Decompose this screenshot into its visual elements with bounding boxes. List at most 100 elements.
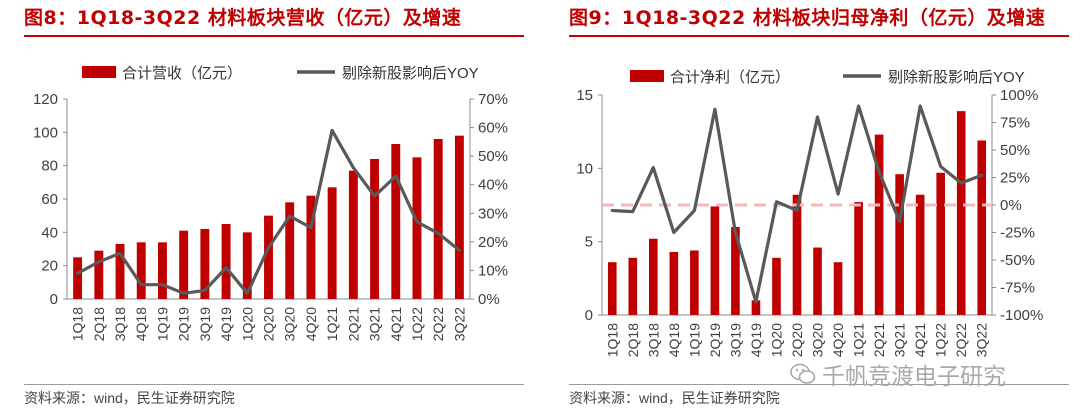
- bar: [977, 140, 987, 315]
- bar: [833, 262, 843, 315]
- legend-line-label: 剔除新股影响后YOY: [342, 65, 479, 82]
- left-tick-label: 0: [585, 307, 593, 324]
- category-label: 1Q18: [70, 307, 86, 341]
- category-label: 2Q22: [430, 307, 446, 341]
- category-label: 1Q22: [933, 323, 949, 357]
- bar: [327, 187, 337, 299]
- bar: [751, 300, 761, 315]
- category-label: 2Q18: [625, 323, 641, 357]
- right-tick-label: -50%: [1000, 252, 1035, 269]
- net-profit-source: 资料来源：wind，民生证券研究院: [569, 390, 780, 406]
- category-label: 3Q20: [810, 323, 826, 357]
- right-tick-label: 100%: [1000, 87, 1038, 104]
- category-label: 1Q21: [324, 307, 340, 341]
- right-tick-label: -25%: [1000, 225, 1035, 242]
- right-tick-label: 75%: [1000, 115, 1030, 132]
- bar: [956, 111, 966, 315]
- bar: [200, 229, 210, 299]
- bar: [412, 157, 422, 299]
- bar: [94, 250, 104, 299]
- bar: [242, 232, 252, 299]
- category-label: 1Q18: [604, 323, 620, 357]
- category-label: 3Q19: [197, 307, 213, 341]
- category-label: 4Q21: [912, 323, 928, 357]
- right-tick-label: 60%: [478, 120, 508, 137]
- category-label: 4Q19: [218, 307, 234, 341]
- bar: [813, 247, 822, 315]
- bar: [264, 215, 273, 299]
- net-profit-chart: 0 5 10 15 -100% -75% -50% -25% 0% 25% 50% 75% 100% 1Q…: [576, 69, 1043, 357]
- bar: [73, 257, 83, 299]
- bar: [179, 230, 189, 299]
- right-tick-label: 25%: [1000, 170, 1030, 187]
- category-label: 4Q21: [388, 307, 404, 341]
- category-label: 2Q20: [261, 307, 277, 341]
- left-tick-label: 20: [41, 258, 58, 275]
- bar: [895, 174, 904, 315]
- category-label: 3Q20: [282, 307, 298, 341]
- bar: [306, 195, 316, 299]
- bar: [936, 172, 945, 315]
- category-label: 4Q20: [830, 323, 846, 357]
- title-rule: [569, 35, 1069, 37]
- category-label: 2Q19: [176, 307, 192, 341]
- category-label: 4Q20: [303, 307, 319, 341]
- right-tick-label: 50%: [1000, 142, 1030, 159]
- right-tick-label: 0%: [1000, 197, 1022, 214]
- category-label: 1Q20: [768, 323, 784, 357]
- right-tick-label: 50%: [478, 148, 508, 165]
- left-tick-label: 40: [41, 224, 58, 241]
- bar: [669, 251, 679, 315]
- right-tick-label: 10%: [478, 262, 508, 279]
- category-label: 2Q19: [707, 323, 723, 357]
- left-tick-label: 80: [41, 158, 58, 175]
- right-tick-label: 0%: [478, 291, 500, 308]
- category-label: 1Q19: [154, 307, 170, 341]
- revenue-source: 资料来源：wind，民生证券研究院: [24, 390, 235, 406]
- category-label: 2Q22: [953, 323, 969, 357]
- right-tick-label: 30%: [478, 205, 508, 222]
- category-label: 3Q18: [112, 307, 128, 341]
- category-label: 1Q19: [686, 323, 702, 357]
- right-tick-label: 70%: [478, 91, 508, 108]
- bar: [285, 202, 295, 299]
- legend-bar-label: 合计营收（亿元）: [122, 65, 242, 82]
- category-label: 4Q18: [666, 323, 682, 357]
- category-label: 3Q18: [645, 323, 661, 357]
- category-label: 2Q18: [91, 307, 107, 341]
- bar: [854, 202, 863, 315]
- watermark: 千帆竞渡电子研究: [790, 357, 1006, 391]
- legend-bar-label: 合计净利（亿元）: [670, 69, 790, 86]
- bar: [221, 224, 231, 299]
- panel-revenue: 图8：1Q18-3Q22 材料板块营收（亿元）及增速 0 20 40 60 80 100 1…: [24, 7, 524, 406]
- category-label: 2Q21: [871, 323, 887, 357]
- bar: [157, 242, 167, 299]
- category-label: 1Q21: [851, 323, 867, 357]
- left-tick-label: 15: [576, 87, 593, 104]
- bar: [391, 144, 401, 299]
- bar: [370, 159, 380, 299]
- right-tick-label: -100%: [1000, 307, 1043, 324]
- category-label: 4Q18: [133, 307, 149, 341]
- left-tick-label: 60: [41, 191, 58, 208]
- category-label: 1Q22: [409, 307, 425, 341]
- left-tick-label: 120: [33, 91, 58, 108]
- panel-net-profit: 图9：1Q18-3Q22 材料板块归母净利（亿元）及增速 0 5 10 15 -100%…: [545, 0, 1080, 417]
- legend-bar-swatch: [630, 70, 664, 82]
- revenue-chart-title: 图8：1Q18-3Q22 材料板块营收（亿元）及增速: [24, 7, 462, 29]
- category-label: 3Q21: [892, 323, 908, 357]
- left-tick-label: 100: [33, 124, 58, 141]
- right-tick-label: 40%: [478, 177, 508, 194]
- category-label: 1Q20: [239, 307, 255, 341]
- bar: [710, 206, 720, 315]
- category-label: 3Q22: [451, 307, 467, 341]
- source-rule: [24, 384, 524, 385]
- left-tick-label: 5: [585, 234, 593, 251]
- source-rule: [569, 384, 1069, 385]
- bar: [348, 170, 358, 299]
- bar: [454, 135, 464, 299]
- category-label: 2Q21: [345, 307, 361, 341]
- wechat-icon: [790, 363, 816, 384]
- category-label: 4Q19: [748, 323, 764, 357]
- title-rule: [24, 35, 524, 37]
